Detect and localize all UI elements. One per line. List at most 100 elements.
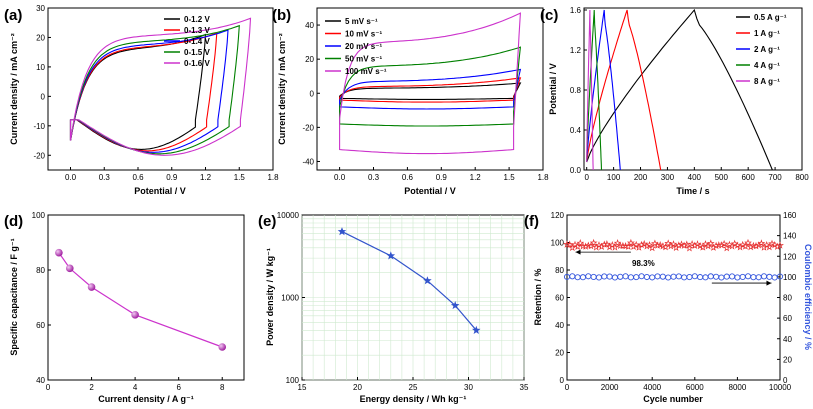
panel-b-ylabel: Current density / mA cm⁻² [277,33,287,144]
panel-e-point [472,325,481,334]
panel-e-xtick-label: 15 [298,383,307,392]
panel-e-ytick-label: 10000 [277,211,300,220]
panel-e-point [423,276,432,285]
panel-f-retention-point [722,244,731,252]
panel-c-frame [583,7,803,171]
panel-f-retention-point [685,244,694,252]
panel-c-xtick-label: 500 [715,173,729,182]
panel-f-retention-point [712,241,721,250]
panel-f-retention-point [669,240,678,248]
panel-f-retention-point [720,239,728,248]
panel-f-arrowhead-right [766,280,772,286]
panel-f-label: (f) [524,213,539,230]
panel-f-retention-point [626,238,635,247]
panel-a-legend-label: 0-1.4 V [184,37,210,46]
panel-c-xtick-label: 600 [741,173,755,182]
panel-d-point [87,283,96,291]
panel-f-y2tick-label: 120 [783,252,797,261]
panel-f-xtick-label: 4000 [643,383,661,392]
panel-f-retention-point [603,240,611,248]
panel-f-y2tick-label: 40 [783,335,792,344]
panel-f-ytick-label: 20 [555,349,564,358]
panel-d-ytick-label: 60 [36,321,45,330]
panel-a-legend-label: 0-1.2 V [184,15,210,24]
panel-c-xtick-label: 800 [795,173,809,182]
panel-c-ytick-label: 1.6 [570,6,582,15]
panel-f-y2tick-label: 60 [783,314,792,323]
panel-f-retention-point [757,239,766,247]
panel-f-retention-point [776,241,784,249]
panel-f-retention-point [600,240,609,248]
panel-f-retention-point [773,242,782,250]
panel-a-xtick-label: 1.8 [267,173,279,182]
panel-f-retention-point [682,240,691,248]
panel-f-retention-point [613,239,622,247]
panel-e-xlabel: Energy density / Wh kg⁻¹ [360,394,467,404]
panel-e-xtick-label: 35 [520,383,529,392]
panel-f-retention-point [629,242,638,250]
panel-c-legend-label: 4 A g⁻¹ [754,61,780,70]
panel-e-xtick-label: 30 [464,383,473,392]
panel-b-ytick-label: 0 [310,89,315,98]
panel-b-legend-label: 5 mV s⁻¹ [345,17,378,26]
panel-d-xtick-label: 4 [133,383,138,392]
panel-a-xtick-label: 0.3 [99,173,111,182]
panel-d-xtick-label: 0 [46,383,51,392]
panel-c-curve-4 A g⁻¹ [586,9,603,171]
panel-a-legend-label: 0-1.5 V [184,48,210,57]
panel-c-ytick-label: 0.0 [570,166,582,175]
panel-f-retention-point [568,243,577,252]
panel-d-xtick-label: 6 [176,383,181,392]
panel-b-xtick-label: 1.8 [537,173,549,182]
panel-e-xtick-label: 20 [353,383,362,392]
panel-f-retention-point [698,243,707,251]
panel-f-retention-point [664,239,673,247]
panel-f-retention-point [752,241,760,250]
panel-a-ytick-label: 20 [36,33,45,42]
panel-f-retention-point [611,243,619,251]
panel-f-retention-point [741,242,750,250]
panel-f-retention-point [680,241,689,249]
panel-c-curve-2 A g⁻¹ [586,9,621,171]
panel-f-ytick-label: 120 [551,211,565,220]
panel-c-xtick-label: 300 [661,173,675,182]
panel-f-retention-point [645,240,654,249]
panel-f-retention-point [744,238,752,247]
panel-f-ytick-label: 60 [555,294,564,303]
panel-c-xtick-label: 100 [607,173,621,182]
panel-e-xtick-label: 25 [409,383,418,392]
panel-f-retention-point [746,242,755,251]
panel-f-retention-point [581,242,590,250]
panel-a-xtick-label: 1.2 [200,173,212,182]
panel-d-xtick-label: 8 [220,383,225,392]
panel-f-retention-point [717,241,726,249]
panel-f-xtick-label: 8000 [729,383,747,392]
panel-f-y2tick-label: 140 [783,232,797,241]
panel-f-retention-point [661,243,670,251]
panel-b-xtick-label: 1.5 [504,173,516,182]
panel-f-ytick-label: 100 [551,239,565,248]
panel-f-frame [566,214,781,381]
panel-d-point [131,311,139,319]
panel-b-xtick-label: 1.2 [470,173,482,182]
panel-f-arrowhead-left [575,249,581,255]
panel-d-point [218,343,227,351]
panel-f-retention-point [587,241,595,250]
panel-f-y2tick-label: 0 [783,376,788,385]
panel-b-xtick-label: 0.6 [402,173,414,182]
panel-f-ytick-label: 80 [555,266,564,275]
panel-f-retention-point [576,238,585,247]
panel-c-curve-0.5 A g⁻¹ [586,8,773,171]
panel-a-legend-label: 0-1.3 V [184,26,210,35]
panel-c-legend-label: 2 A g⁻¹ [754,45,780,54]
panel-a-xtick-label: 1.5 [234,173,246,182]
panel-b-ytick-label: 20 [305,55,314,64]
panel-a-legend-label: 0-1.6 V [184,59,210,68]
panel-b-xlabel: Potential / V [404,186,456,196]
panel-f-y2tick-label: 20 [783,355,792,364]
panel-f-retention-point [706,239,715,247]
panel-f-xtick-label: 0 [565,383,570,392]
panel-b-xtick-label: 0.9 [436,173,448,182]
panel-c-xtick-label: 400 [688,173,702,182]
